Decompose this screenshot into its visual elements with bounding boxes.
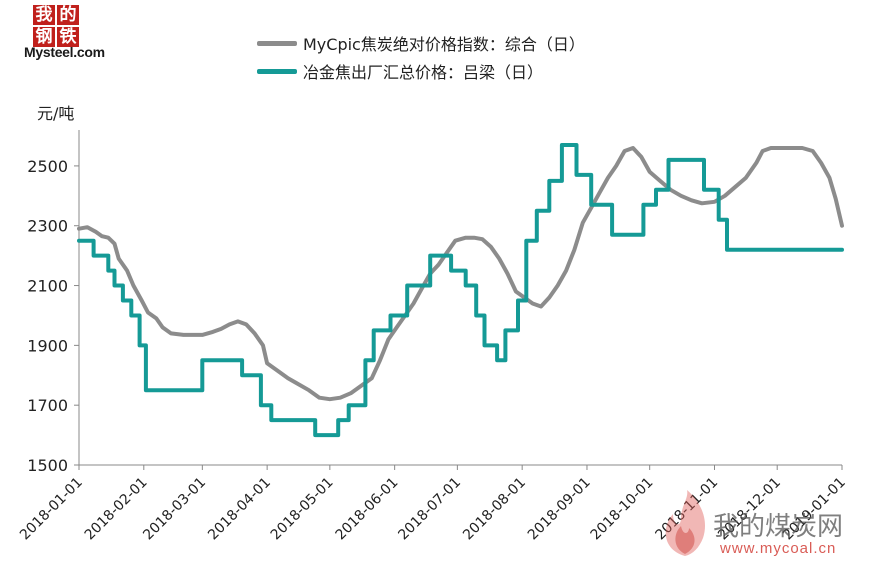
chart-labels: 1500 1700 1900 2100 2300 2500 元/吨 2018-01-01 201… [17,104,849,543]
x-tick-label: 2018-01-01 [17,475,86,544]
x-tick-label: 2018-05-01 [268,475,337,544]
logo-char: 钢 [33,27,55,47]
y-tick-label: 2500 [27,157,68,176]
y-tick-label: 2300 [27,217,68,236]
x-tick-label: 2018-07-01 [395,475,464,544]
logo-char: 铁 [57,27,79,47]
legend-label: MyCpic焦炭绝对价格指数：综合（日） [303,35,585,54]
logo-char: 的 [57,5,79,25]
y-tick-label: 1700 [27,396,68,415]
legend-item-lvliang: 冶金焦出厂汇总价格：吕梁（日） [257,59,543,83]
x-tick-label: 2018-09-01 [525,475,594,544]
y-tick-label: 1900 [27,336,68,355]
legend-swatch-gray [257,40,297,46]
mysteel-logo: 我 的 钢 铁 [30,5,80,49]
y-tick-label: 1500 [27,456,68,475]
series-line-lvliang-price [77,143,844,438]
y-axis-label: 元/吨 [37,104,74,123]
logo-char: 我 [33,5,55,25]
x-tick-label: 2018-06-01 [333,475,402,544]
flame-icon [665,490,706,556]
chart-axes [74,130,843,470]
watermark-url: www.mycoal.cn [720,540,837,557]
series-line-composite-index [77,146,844,402]
x-tick-label: 2018-08-01 [460,475,529,544]
x-tick-label: 2018-03-01 [140,475,209,544]
watermark-text: 我的煤炭网 [713,512,844,542]
legend-swatch-teal [257,68,297,74]
legend-item-composite: MyCpic焦炭绝对价格指数：综合（日） [257,31,585,55]
x-tick-label: 2018-04-01 [205,475,274,544]
y-tick-label: 2100 [27,277,68,296]
logo-name: Mysteel.com [24,44,105,60]
x-tick-label: 2018-10-01 [588,475,657,544]
legend-label: 冶金焦出厂汇总价格：吕梁（日） [303,63,544,82]
chart-series [77,143,844,438]
